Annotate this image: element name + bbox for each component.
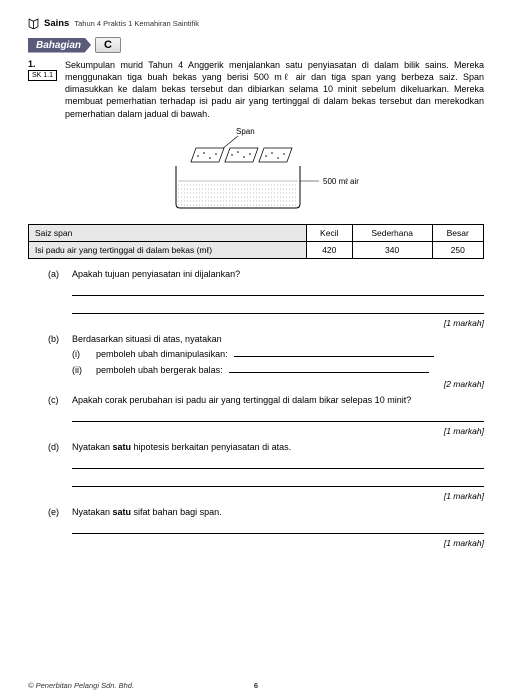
span-label: Span [236,127,255,136]
cell-2: 340 [352,241,432,258]
sponge-diagram: Span [28,126,484,216]
water-label: 500 mℓ air [323,177,359,186]
qa-label: (a) [48,269,66,279]
qc-marks: [1 markah] [28,426,484,436]
question-text: Sekumpulan murid Tahun 4 Anggerik menjal… [65,59,484,120]
col-header-1: Kecil [306,224,352,241]
question-number-col: 1. SK 1.1 [28,59,57,120]
question-a: (a) Apakah tujuan penyiasatan ini dijala… [48,269,484,279]
qb-marks: [2 markah] [28,379,484,389]
page-header: Sains Tahun 4 Praktis 1 Kemahiran Sainti… [28,18,484,29]
qbii-text: pemboleh ubah bergerak balas: [96,365,223,375]
qc-text: Apakah corak perubahan isi padu air yang… [72,395,484,405]
book-icon [28,18,39,29]
subject-label: Sains [44,18,69,29]
answer-line[interactable] [72,455,484,469]
question-number: 1. [28,59,40,69]
section-header: Bahagian C [28,37,484,53]
qd-marks: [1 markah] [28,491,484,501]
question-1: 1. SK 1.1 Sekumpulan murid Tahun 4 Angge… [28,59,484,120]
qe-label: (e) [48,507,66,517]
answer-line[interactable] [72,282,484,296]
qa-marks: [1 markah] [28,318,484,328]
copyright: © Penerbitan Pelangi Sdn. Bhd. [28,681,134,690]
qb-label: (b) [48,334,66,344]
section-letter: C [95,37,121,53]
qd-text: Nyatakan satu hipotesis berkaitan penyia… [72,442,291,452]
question-e: (e) Nyatakan satu sifat bahan bagi span. [48,507,484,517]
qbii-label: (ii) [72,365,90,375]
qb-text: Berdasarkan situasi di atas, nyatakan [72,334,484,344]
answer-line[interactable] [72,520,484,534]
question-b: (b) Berdasarkan situasi di atas, nyataka… [48,334,484,344]
row-header-2: Isi padu air yang tertinggal di dalam be… [29,241,307,258]
qe-text: Nyatakan satu sifat bahan bagi span. [72,507,222,517]
qa-text: Apakah tujuan penyiasatan ini dijalankan… [72,269,484,279]
col-header-2: Sederhana [352,224,432,241]
qd-label: (d) [48,442,66,452]
row-header-1: Saiz span [29,224,307,241]
page-footer: © Penerbitan Pelangi Sdn. Bhd. 6 [28,681,484,690]
answer-line[interactable] [234,347,434,357]
question-b-i: (i) pemboleh ubah dimanipulasikan: [72,347,484,359]
answer-line[interactable] [229,363,429,373]
subtitle-label: Tahun 4 Praktis 1 Kemahiran Saintifik [74,19,199,28]
qbi-label: (i) [72,349,90,359]
sk-code: SK 1.1 [28,70,57,81]
col-header-3: Besar [432,224,483,241]
cell-3: 250 [432,241,483,258]
bahagian-badge: Bahagian [28,38,91,53]
page-number: 6 [254,681,258,690]
answer-line[interactable] [72,473,484,487]
data-table: Saiz span Kecil Sederhana Besar Isi padu… [28,224,484,259]
question-b-ii: (ii) pemboleh ubah bergerak balas: [72,363,484,375]
question-c: (c) Apakah corak perubahan isi padu air … [48,395,484,405]
answer-line[interactable] [72,300,484,314]
qc-label: (c) [48,395,66,405]
question-d: (d) Nyatakan satu hipotesis berkaitan pe… [48,442,484,452]
answer-line[interactable] [72,408,484,422]
qbi-text: pemboleh ubah dimanipulasikan: [96,349,228,359]
cell-1: 420 [306,241,352,258]
qe-marks: [1 markah] [28,538,484,548]
